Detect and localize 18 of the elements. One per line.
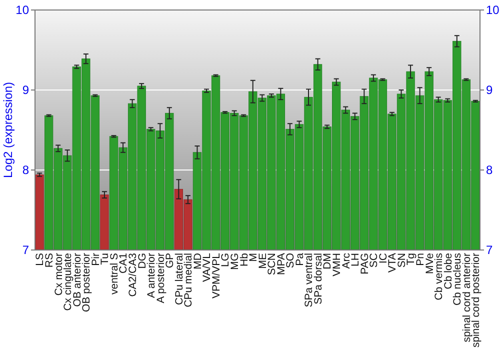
x-tick-label: MVe	[424, 252, 436, 274]
x-tick-label: Hb	[238, 252, 250, 266]
y2-tick-label: 7	[486, 243, 493, 258]
y-tick-label: 10	[16, 3, 30, 18]
y2-tick-label: 9	[486, 83, 493, 98]
x-tick-label: GP	[164, 253, 176, 268]
x-tick-label: SPa dorsal	[312, 253, 324, 304]
x-tick-label: Tg	[405, 252, 418, 266]
x-tick-label: DG	[136, 253, 148, 269]
y2-tick-label: 10	[486, 3, 500, 18]
y-axis-title: Log2 (expression)	[1, 82, 15, 178]
x-tick-label: Cb lobe	[442, 252, 454, 290]
y-tick-label: 7	[22, 243, 30, 258]
y-tick-label: 8	[22, 163, 30, 178]
x-tick-label: DM	[322, 253, 334, 270]
y2-tick-label: 8	[486, 163, 493, 178]
x-tick-label: spinal cord posterior	[470, 252, 482, 348]
y-tick-label: 9	[22, 83, 30, 98]
